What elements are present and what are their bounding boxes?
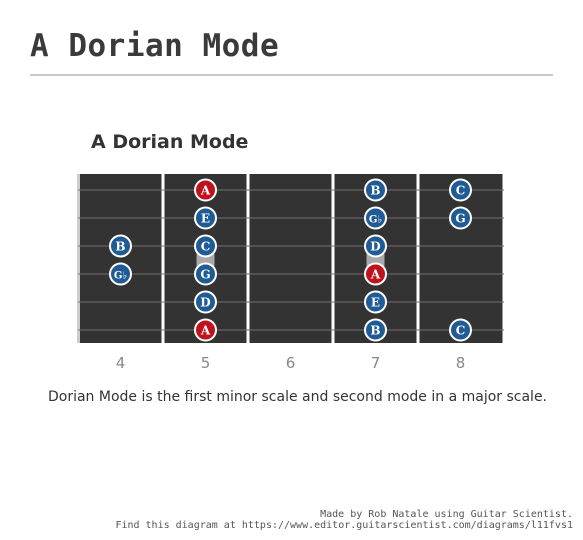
fret-number-label: 4 [116, 354, 126, 372]
fret-number-label: 7 [371, 354, 381, 372]
scale-note-marker: C [449, 178, 472, 202]
note-circle [194, 262, 217, 286]
fretboard [77, 174, 504, 343]
fret-wire [161, 174, 165, 343]
diagram-caption: Dorian Mode is the first minor scale and… [47, 389, 548, 405]
scale-note-marker: B [364, 178, 387, 202]
note-label: C [456, 184, 466, 198]
fret-wire [416, 174, 420, 343]
scale-note-marker: C [194, 234, 217, 258]
note-label: E [371, 296, 380, 310]
scale-note-marker: D [194, 290, 217, 314]
scale-note-marker: G♭ [364, 206, 387, 230]
note-circle [364, 234, 387, 258]
note-label: D [200, 296, 210, 310]
note-label: G♭ [369, 215, 383, 226]
scale-note-marker: B [109, 234, 132, 258]
scale-note-marker: C [449, 318, 472, 342]
root-note-marker: A [194, 318, 217, 342]
note-label: A [200, 324, 211, 338]
note-circle [194, 206, 217, 230]
fret-number-label: 6 [286, 354, 296, 372]
note-circle [194, 178, 217, 202]
note-label: A [200, 184, 211, 198]
note-label: A [370, 268, 381, 282]
note-circle [194, 234, 217, 258]
note-circle [364, 262, 387, 286]
fret-number-label: 8 [456, 354, 466, 372]
note-label: B [370, 184, 380, 198]
scale-note-marker: B [364, 318, 387, 342]
note-label: B [115, 240, 125, 254]
note-label: G [455, 212, 465, 226]
fret-number-label: 5 [201, 354, 211, 372]
scale-note-marker: D [364, 234, 387, 258]
note-circle [449, 178, 472, 202]
credits-line-link[interactable]: Find this diagram at https://www.editor.… [115, 520, 573, 531]
fret-wire [246, 174, 250, 343]
note-circle [194, 290, 217, 314]
fretboard-background [78, 174, 504, 343]
diagram-title: A Dorian Mode [91, 131, 249, 153]
fret-wire [502, 174, 506, 343]
strings [78, 189, 504, 331]
note-label: D [370, 240, 380, 254]
note-circle [364, 206, 387, 230]
fret-number-labels: 4 5 6 7 8 [116, 354, 466, 372]
note-label: C [456, 324, 466, 338]
credits: Made by Rob Natale using Guitar Scientis… [115, 509, 573, 531]
note-circle [364, 178, 387, 202]
note-label: C [201, 240, 211, 254]
scale-notes: A B CE G♭ GB C DG♭ G AD EA B C [109, 178, 472, 342]
scale-note-marker: G♭ [109, 262, 132, 286]
nut-edge [77, 174, 80, 343]
credits-line-author: Made by Rob Natale using Guitar Scientis… [320, 509, 573, 520]
note-circle [449, 318, 472, 342]
fret-wire [331, 174, 335, 343]
root-note-marker: A [194, 178, 217, 202]
title-divider [30, 74, 553, 76]
fret-wires [161, 174, 506, 343]
scale-note-marker: E [364, 290, 387, 314]
scale-note-marker: E [194, 206, 217, 230]
note-circle [194, 318, 217, 342]
note-label: G♭ [114, 271, 128, 282]
note-label: G [200, 268, 210, 282]
note-circle [364, 290, 387, 314]
note-label: E [201, 212, 210, 226]
scale-note-marker: G [194, 262, 217, 286]
scale-note-marker: G [449, 206, 472, 230]
note-circle [449, 206, 472, 230]
note-label: B [370, 324, 380, 338]
root-note-marker: A [364, 262, 387, 286]
note-circle [109, 234, 132, 258]
note-circle [109, 262, 132, 286]
page-title: A Dorian Mode [30, 28, 280, 64]
note-circle [364, 318, 387, 342]
